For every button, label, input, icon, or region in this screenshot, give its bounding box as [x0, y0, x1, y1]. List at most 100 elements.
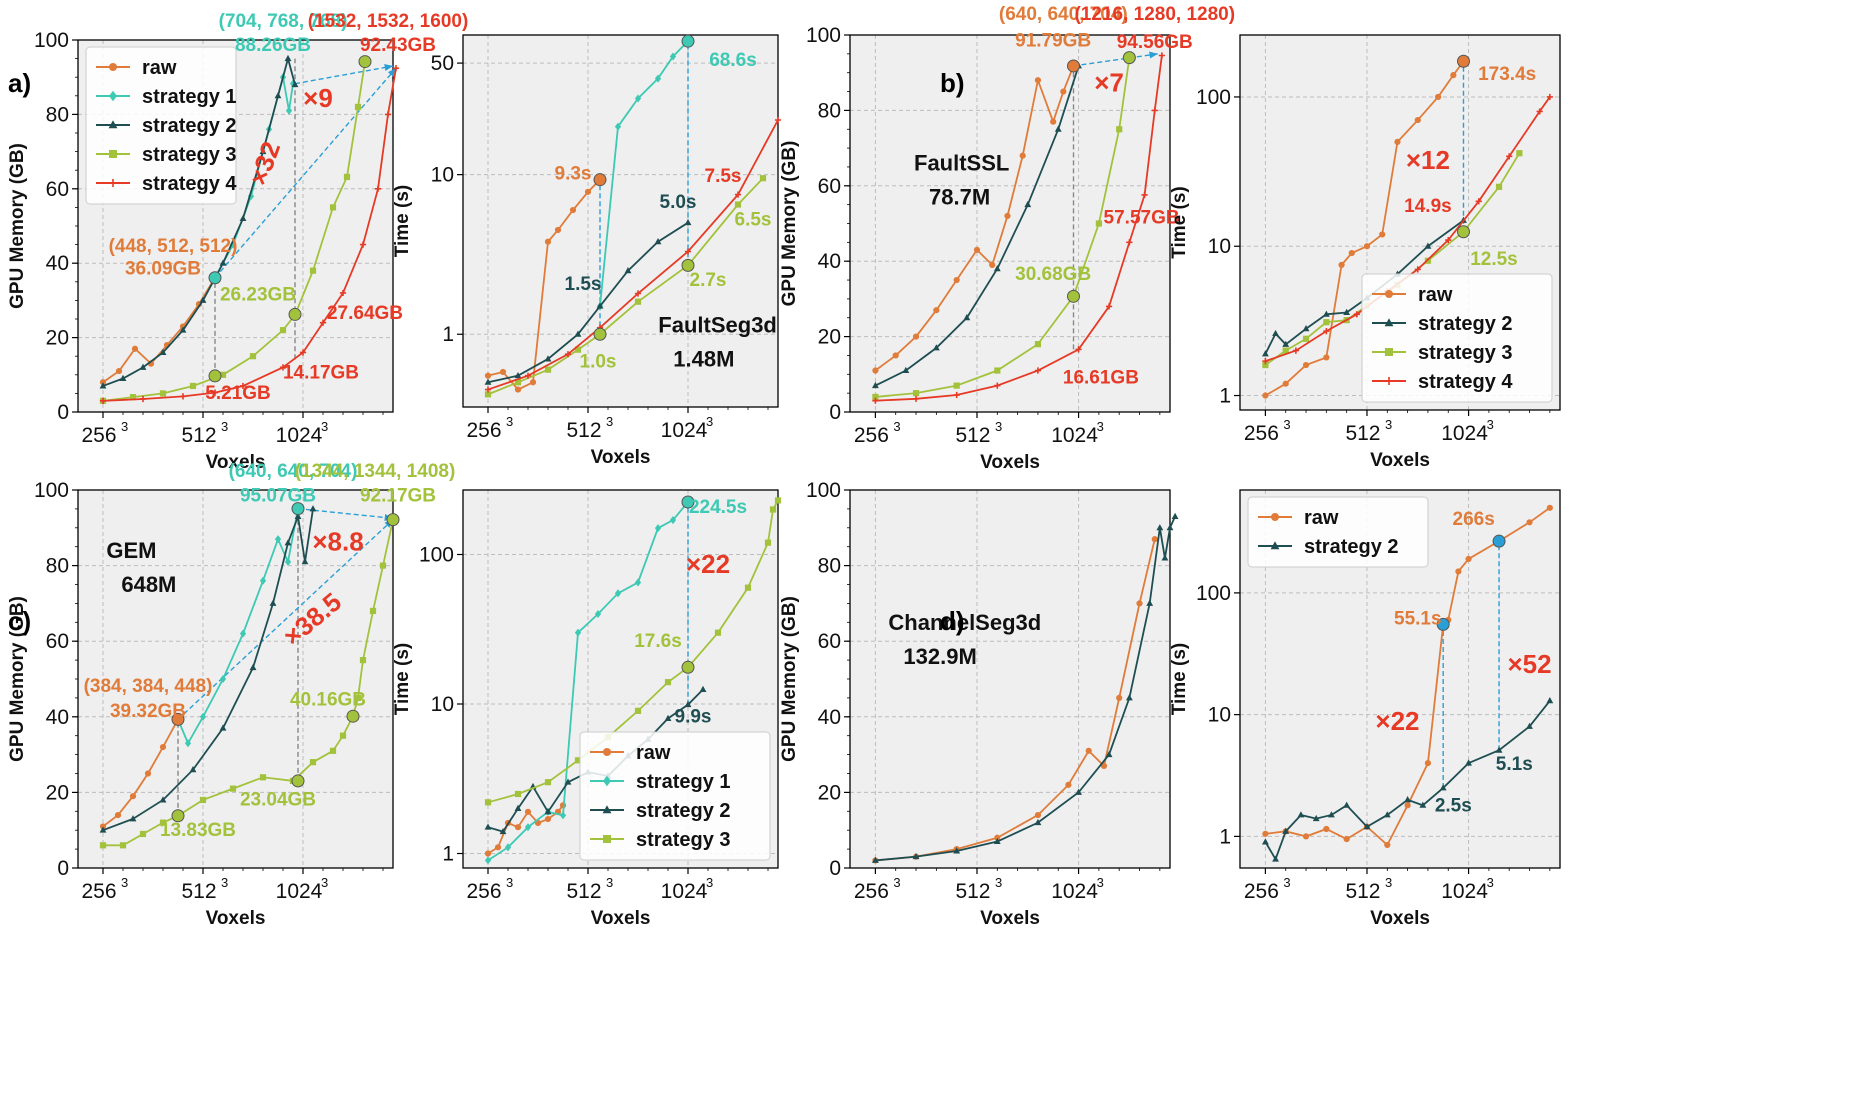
plot-frame [1239, 489, 1561, 869]
data-point [219, 371, 227, 378]
data-point [339, 289, 347, 297]
x-tick-label: 512 [566, 880, 601, 903]
data-point [514, 804, 522, 811]
annotation-label: 55.1s [1394, 609, 1442, 630]
annotation-label: (1216, 1280, 1280) [1074, 4, 1235, 25]
highlight-marker [291, 502, 305, 516]
data-point [1546, 697, 1554, 704]
data-point [249, 663, 257, 671]
series-line [599, 40, 689, 307]
data-point [1297, 811, 1305, 818]
legend-swatch-marker [1271, 513, 1279, 521]
annotation-label: 17.6s [634, 631, 682, 652]
data-point [384, 111, 392, 118]
data-point [1343, 836, 1350, 843]
data-point [1465, 759, 1472, 766]
data-point [1312, 814, 1320, 822]
data-point [699, 685, 707, 692]
data-point [219, 724, 227, 731]
y-axis-label: Time (s) [392, 643, 413, 716]
data-point [239, 629, 247, 638]
series-raw [872, 536, 1158, 864]
data-point [912, 395, 920, 402]
annotation-label: 30.68GB [1015, 264, 1091, 285]
legend-swatch-marker [109, 90, 117, 102]
series-raw [1262, 58, 1467, 399]
series-line [1264, 700, 1551, 862]
x-tick-label: 1024 [276, 880, 323, 903]
data-point [1302, 833, 1310, 840]
data-point [634, 707, 642, 714]
data-point [484, 823, 492, 830]
data-point [284, 539, 292, 546]
annotation-label: 9.9s [675, 707, 712, 728]
data-point [569, 206, 577, 214]
guide-arrow [214, 67, 397, 279]
data-point [1302, 335, 1310, 342]
x-axis-label: Voxels [591, 447, 651, 468]
annotation-label: 5.1s [1496, 754, 1533, 775]
data-point [1404, 796, 1412, 803]
data-point [285, 106, 293, 115]
legend-label: strategy 2 [1418, 313, 1513, 335]
x-tick-label: 1024 [276, 424, 323, 447]
data-point [1054, 125, 1062, 132]
x-tick-label: 256 [81, 880, 116, 903]
data-point [484, 391, 492, 398]
highlight-marker [171, 809, 185, 823]
data-point [484, 372, 492, 379]
x-tick-label: 1024 [1051, 880, 1098, 903]
y-tick-label: 1 [442, 843, 454, 866]
legend-label: strategy 1 [636, 771, 731, 793]
legend-swatch-marker [1385, 377, 1393, 385]
x-tick-exponent: 3 [221, 875, 228, 890]
annotation-label: 23.04GB [240, 790, 316, 811]
highlight-marker [1066, 289, 1080, 303]
annotation-label: (1344, 1344, 1408) [295, 461, 456, 482]
x-tick-exponent: 3 [1097, 875, 1104, 890]
data-point [1292, 347, 1299, 354]
data-point [1506, 153, 1513, 160]
model-name: GEM [106, 538, 156, 563]
x-tick-label: 1024 [1441, 422, 1488, 445]
annotation-label: 14.17GB [283, 363, 359, 384]
y-tick-label: 20 [46, 327, 69, 350]
panel-letter-d: d) [940, 606, 965, 636]
legend-swatch-marker [603, 748, 611, 756]
data-point [1379, 231, 1386, 238]
data-point [343, 173, 351, 180]
data-point [1546, 93, 1553, 101]
annotation-label: 95.07GB [240, 485, 316, 506]
data-point [514, 386, 522, 393]
data-point [1034, 811, 1042, 819]
data-point [379, 562, 387, 569]
annotation-label: 57.57GB [1104, 208, 1180, 229]
data-point [544, 779, 552, 786]
data-point [319, 319, 327, 326]
x-tick-exponent: 3 [1487, 875, 1494, 890]
data-point [1034, 818, 1042, 826]
y-tick-label: 0 [57, 857, 69, 880]
y-tick-label: 60 [818, 175, 841, 198]
y-axis-label: Time (s) [1169, 186, 1190, 259]
data-point [494, 844, 502, 851]
data-point [932, 344, 940, 351]
data-point [179, 326, 187, 333]
data-point [544, 808, 552, 815]
data-point [159, 348, 167, 355]
series-strategy-2 [1261, 216, 1467, 357]
plot-frame [849, 489, 1171, 869]
data-point [1516, 150, 1523, 157]
x-tick-label: 256 [466, 880, 501, 903]
annotation-label: (1532, 1532, 1600) [308, 11, 469, 32]
annotation-label: 68.6s [709, 50, 757, 71]
data-point [1526, 519, 1533, 526]
series-strategy-1 [484, 497, 692, 865]
data-point [564, 351, 572, 358]
series-strategy-2 [871, 512, 1179, 863]
x-tick-exponent: 3 [1385, 875, 1392, 890]
data-point [1272, 329, 1279, 337]
